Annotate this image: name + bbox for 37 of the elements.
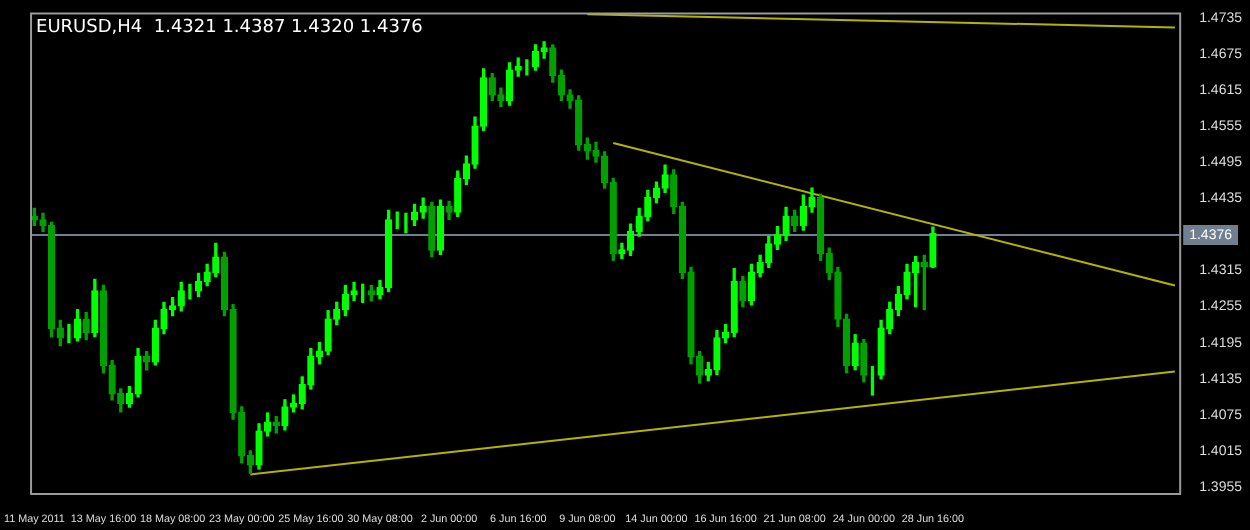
candlestick (454, 170, 462, 217)
candlestick (324, 310, 332, 356)
candlestick (505, 62, 514, 106)
candlestick (661, 164, 669, 193)
candlestick (143, 351, 151, 371)
candlestick (540, 41, 548, 59)
candlestick (739, 275, 747, 308)
candlestick (134, 348, 142, 398)
candlestick (73, 308, 82, 342)
candlestick (30, 207, 39, 227)
candlestick (419, 197, 427, 219)
candlestick (410, 203, 419, 227)
candlestick (445, 200, 453, 220)
candlestick (713, 329, 721, 376)
candlestick (765, 235, 773, 269)
candlestick (47, 221, 56, 338)
candlestick (428, 201, 436, 258)
candlestick (799, 194, 807, 231)
candlestick (912, 255, 920, 308)
candlestick (436, 199, 445, 255)
candlestick (255, 423, 263, 470)
candlestick (91, 278, 99, 338)
candlestick (194, 272, 203, 297)
candlestick (929, 226, 937, 269)
candlestick (177, 281, 185, 312)
candlestick (384, 209, 393, 293)
candlestick (860, 338, 868, 383)
candlestick (870, 366, 875, 396)
candlestick (350, 281, 358, 302)
candlestick (333, 301, 341, 326)
chart-title: EURUSD,H4 1.4321 1.4387 1.4320 1.4376 (36, 18, 424, 39)
candlestick (626, 223, 635, 257)
candlestick (281, 399, 289, 431)
candlestick (272, 415, 280, 434)
candlestick (920, 254, 928, 311)
candlestick (782, 206, 790, 242)
candlestick (497, 87, 505, 107)
